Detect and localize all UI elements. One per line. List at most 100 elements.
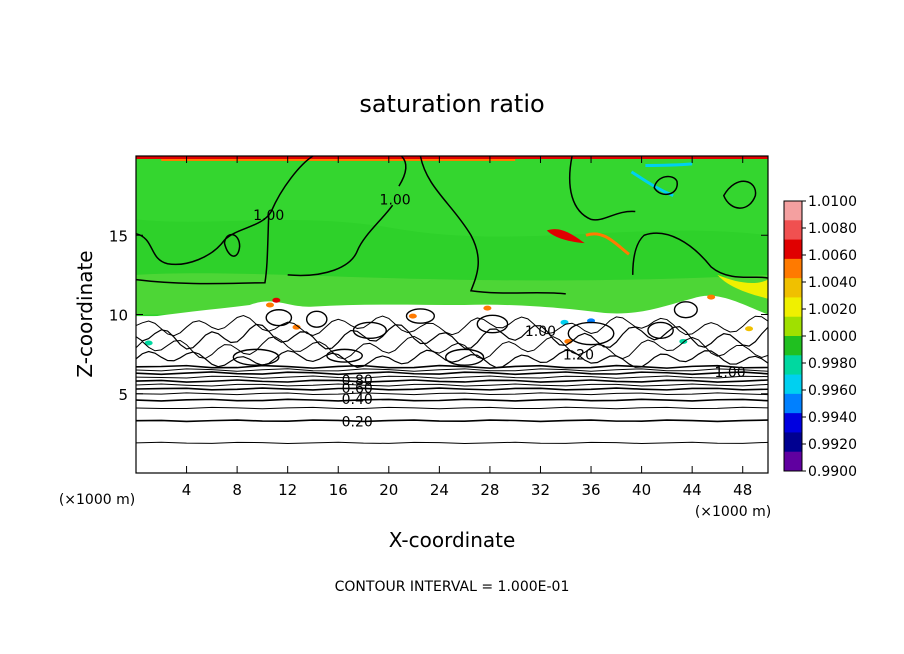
- y-tick-label: 15: [109, 227, 128, 245]
- contour-line: [135, 368, 769, 372]
- contour-line: [135, 315, 769, 337]
- field-fleck: [272, 297, 281, 303]
- field-fleck: [483, 305, 492, 311]
- colorbar-label: 0.9980: [808, 356, 857, 372]
- contour-line: [135, 364, 769, 369]
- contour-1.00: [398, 155, 407, 187]
- saturation-field: [136, 156, 768, 473]
- contour-1.00: [568, 155, 636, 221]
- contour-label: 1.00: [525, 324, 556, 340]
- colorbar-swatch: [784, 451, 802, 472]
- contour-loop: [567, 321, 615, 346]
- contour-label: 1.20: [563, 348, 594, 364]
- contour-loop: [647, 321, 674, 339]
- field-blue-streak-top: [645, 162, 693, 168]
- colorbar-label: 1.0060: [808, 248, 857, 264]
- x-tick-label: 16: [329, 481, 348, 499]
- x-axis-ticks: 4 8 12 16 20 24 28 32 36 40 44 48: [182, 156, 752, 499]
- field-fleck: [292, 324, 301, 330]
- contour-1.00: [287, 204, 394, 277]
- colorbar-swatch: [784, 393, 802, 414]
- field-top-rim: [136, 156, 768, 159]
- field-fleck: [144, 340, 153, 346]
- colorbar-swatch: [784, 316, 802, 337]
- x-unit-left: (×1000 m): [59, 492, 135, 508]
- contour-1.00: [632, 232, 769, 279]
- contour-loop: [444, 348, 485, 366]
- field-yellow-patch: [717, 274, 768, 299]
- colorbar-swatch: [784, 297, 802, 318]
- contour-line: [135, 392, 769, 396]
- colorbar-swatch: [784, 413, 802, 433]
- colorbar: 1.0100 1.0080 1.0060 1.0040 1.0020 1.0000 0.99…: [783, 194, 857, 480]
- x-tick-label: 20: [379, 481, 398, 499]
- x-tick-label: 48: [733, 481, 752, 499]
- x-tick-label: 28: [480, 481, 499, 499]
- colorbar-swatch: [784, 278, 802, 298]
- y-axis-ticks: 5 10 15: [109, 227, 768, 404]
- colorbar-swatch: [784, 220, 802, 240]
- contour-line: [135, 387, 769, 391]
- contour-line: [135, 323, 769, 350]
- y-tick-label: 5: [118, 386, 128, 404]
- x-tick-label: 24: [430, 481, 449, 499]
- contour-label: 0.20: [342, 414, 373, 430]
- contour-loop: [326, 348, 363, 363]
- contour-line: [135, 398, 769, 402]
- contour-label: 0.80: [342, 373, 373, 389]
- contour-line: [135, 375, 769, 379]
- contour-label: 1.00: [714, 365, 745, 381]
- contour-1.00: [135, 214, 270, 285]
- colorbar-swatch: [784, 374, 802, 395]
- contour-line: [135, 379, 769, 383]
- x-tick-label: 8: [232, 481, 242, 499]
- x-tick-label: 12: [278, 481, 297, 499]
- contour-loop: [265, 309, 293, 327]
- colorbar-swatch: [784, 239, 802, 260]
- field-fleck: [745, 326, 754, 332]
- contour-line: [135, 371, 769, 376]
- contour-1.00: [722, 180, 757, 209]
- colorbar-label: 0.9900: [808, 464, 857, 480]
- colorbar-label: 1.0040: [808, 275, 857, 291]
- contour-label: 0.40: [342, 392, 373, 408]
- contour-line: [135, 349, 769, 369]
- contour-1.00: [223, 233, 241, 257]
- contour-label: 1.00: [253, 208, 284, 224]
- field-red-streak: [546, 229, 585, 244]
- colorbar-swatch: [784, 201, 802, 221]
- x-unit-right: (×1000 m): [695, 504, 771, 520]
- contour-loop: [352, 321, 387, 339]
- contour-label: 1.00: [380, 192, 411, 208]
- y-axis-label: Z-coordinate: [73, 250, 97, 377]
- colorbar-label: 0.9920: [808, 437, 857, 453]
- contour-loop: [476, 314, 509, 334]
- colorbar-swatch: [784, 355, 802, 375]
- field-fleck: [408, 313, 417, 319]
- x-tick-label: 32: [531, 481, 550, 499]
- contour-1.00: [653, 175, 678, 196]
- contour-loop: [405, 308, 436, 324]
- colorbar-label: 1.0100: [808, 194, 857, 210]
- colorbar-swatch: [784, 336, 802, 356]
- contour-line: [135, 406, 769, 410]
- contour-line: [135, 419, 769, 423]
- field-fleck: [265, 302, 274, 308]
- contour-lines: [135, 155, 769, 445]
- colorbar-label: 1.0020: [808, 302, 857, 318]
- contour-1.00: [419, 155, 566, 295]
- field-green-lower: [136, 273, 768, 315]
- y-tick-label: 10: [109, 307, 128, 325]
- contour-loop: [305, 310, 328, 328]
- colorbar-swatch: [784, 258, 802, 279]
- x-axis-label: X-coordinate: [389, 528, 516, 552]
- field-orange-streak: [585, 232, 630, 256]
- contour-line: [135, 441, 769, 445]
- colorbar-label: 1.0000: [808, 329, 857, 345]
- colorbar-label: 0.9960: [808, 383, 857, 399]
- contour-line: [135, 383, 769, 387]
- x-tick-label: 40: [632, 481, 651, 499]
- contour-loop: [673, 301, 698, 319]
